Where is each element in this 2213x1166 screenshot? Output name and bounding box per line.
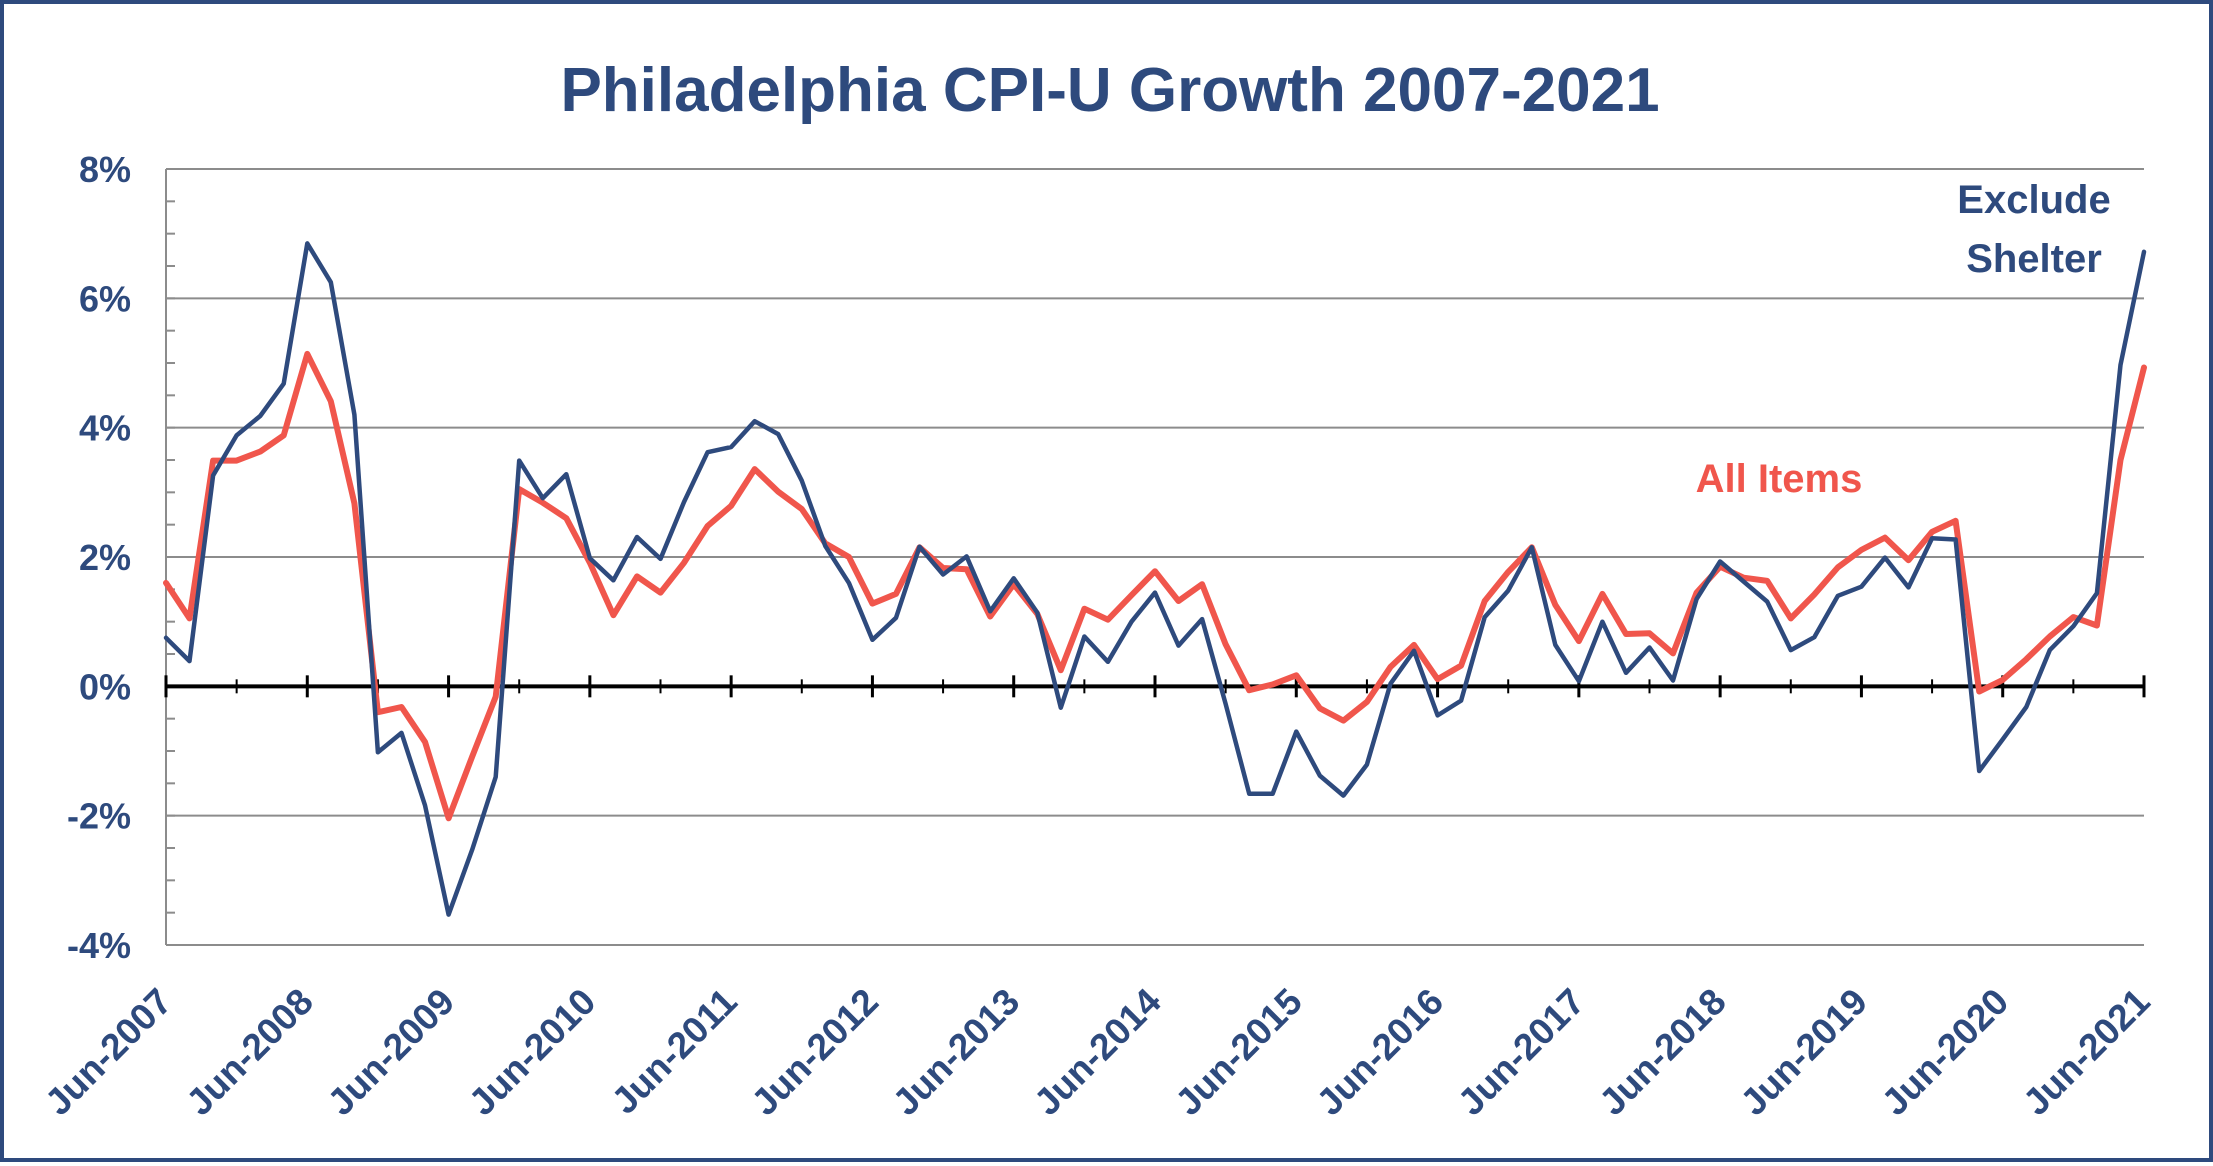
- x-tick-label: Jun-2019: [1733, 981, 1875, 1123]
- x-tick-label: Jun-2008: [179, 981, 321, 1123]
- all-items-label: All Items: [1696, 457, 1863, 501]
- x-tick-label: Jun-2007: [37, 981, 179, 1123]
- x-tick-label: Jun-2011: [604, 981, 745, 1122]
- all-items-line: [163, 350, 2147, 822]
- labels: 8% 6% 4% 2% 0% -2% -4% Jun-2007Jun-2008Jun-2009…: [37, 149, 2157, 1123]
- x-tick-label: Jun-2017: [1450, 981, 1592, 1123]
- y-tick-label: 6%: [79, 278, 131, 319]
- y-tick-label: 8%: [79, 149, 131, 190]
- y-tick-label: 4%: [79, 408, 131, 449]
- y-tick-label: 0%: [79, 666, 131, 707]
- exclude-shelter-line: [163, 241, 2147, 917]
- series-label-line: Shelter: [1966, 237, 2102, 281]
- x-tick-label: Jun-2012: [744, 981, 886, 1123]
- x-tick-label: Jun-2018: [1591, 981, 1733, 1123]
- x-tick-label: Jun-2009: [320, 981, 462, 1123]
- chart-title: Philadelphia CPI-U Growth 2007-2021: [560, 56, 1659, 125]
- x-tick-label: Jun-2020: [1874, 981, 2016, 1123]
- exclude-shelter-label: Exclude Shelter: [1957, 178, 2110, 281]
- y-tick-label: 2%: [79, 537, 131, 578]
- line-chart: Philadelphia CPI-U Growth 2007-2021 8% 6%…: [37, 56, 2157, 1123]
- series-lines: [163, 241, 2147, 917]
- x-tick-label: Jun-2015: [1168, 981, 1310, 1123]
- x-tick-label: Jun-2016: [1309, 981, 1451, 1123]
- gridlines: [166, 168, 2144, 946]
- y-tick-label: -2%: [67, 796, 131, 837]
- y-tick-label: -4%: [67, 925, 131, 966]
- x-tick-label: Jun-2010: [461, 981, 603, 1123]
- x-tick-label: Jun-2021: [2015, 981, 2157, 1123]
- x-tick-label: Jun-2014: [1026, 980, 1169, 1123]
- x-tick-label: Jun-2013: [885, 981, 1027, 1123]
- series-label-line: Exclude: [1957, 178, 2110, 222]
